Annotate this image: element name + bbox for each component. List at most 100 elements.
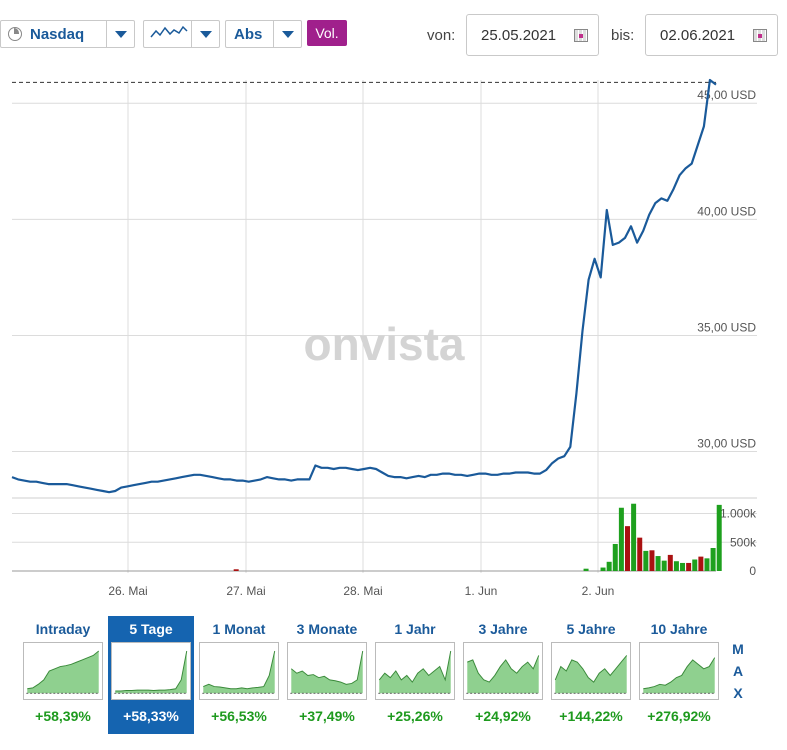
period-sparkline: [639, 642, 719, 700]
volume-tick-label: 500k: [730, 535, 757, 549]
to-date-value: 02.06.2021: [660, 26, 736, 44]
period-change-value: +25,26%: [387, 708, 443, 724]
clock-icon: [8, 27, 22, 41]
volume-bar: [643, 550, 649, 571]
sparkline-area: [555, 655, 627, 694]
scale-mode-dropdown[interactable]: Abs: [225, 20, 302, 48]
sparkline-area: [203, 651, 275, 694]
sparkline-area: [115, 651, 187, 694]
x-tick-label: 27. Mai: [226, 584, 265, 598]
volume-bar: [667, 554, 673, 571]
max-letter: M: [732, 641, 744, 657]
volume-bar: [612, 543, 618, 571]
period-label: 1 Monat: [212, 621, 266, 637]
to-date-field[interactable]: 02.06.2021: [645, 14, 778, 56]
volume-bar: [649, 550, 655, 571]
volume-bar: [600, 567, 606, 571]
volume-bar: [655, 556, 661, 571]
volume-bar: [661, 560, 667, 571]
period-tab-10-jahre[interactable]: 10 Jahre +276,92%: [636, 616, 722, 734]
x-tick-label: 26. Mai: [108, 584, 147, 598]
price-line: [11, 78, 717, 494]
volume-bar: [673, 561, 679, 571]
x-axis-labels: 26. Mai 27. Mai 28. Mai 1. Jun 2. Jun: [108, 584, 614, 598]
period-tab-3-jahre[interactable]: 3 Jahre +24,92%: [460, 616, 546, 734]
exchange-dropdown[interactable]: Nasdaq: [0, 20, 135, 48]
period-sparkline: [199, 642, 279, 700]
period-change-value: +37,49%: [299, 708, 355, 724]
price-chart[interactable]: onvista 30,00 USD 35,00 USD 40,00 USD 45,00…: [0, 70, 787, 605]
period-sparkline: [287, 642, 367, 700]
sparkline-line: [115, 650, 188, 692]
chevron-down-icon[interactable]: [191, 21, 219, 47]
x-tick-label: 1. Jun: [465, 584, 498, 598]
sparkline-line: [203, 650, 276, 690]
period-change-value: +276,92%: [647, 708, 711, 724]
volume-bar: [606, 561, 612, 571]
period-label: 10 Jahre: [650, 621, 708, 637]
period-sparkline: [375, 642, 455, 700]
from-label: von:: [427, 27, 456, 44]
volume-bar: [233, 569, 239, 571]
y-tick-label: 40,00 USD: [697, 204, 756, 218]
volume-tick-label: 0: [749, 564, 756, 578]
period-sparkline: [551, 642, 631, 700]
volume-axis-labels: 1.000k 500k 0: [720, 507, 757, 579]
sparkline-area: [379, 651, 451, 694]
y-tick-label: 45,00 USD: [697, 88, 756, 102]
volume-bar: [680, 562, 686, 571]
volume-bar: [625, 526, 631, 571]
y-tick-label: 35,00 USD: [697, 320, 756, 334]
to-label: bis:: [611, 27, 635, 44]
volume-bar: [710, 548, 716, 571]
period-change-value: +58,39%: [35, 708, 91, 724]
chevron-down-icon[interactable]: [106, 21, 134, 47]
volume-bar: [716, 504, 722, 571]
period-label: 3 Monate: [296, 621, 358, 637]
volume-bar: [704, 558, 710, 571]
period-label: 5 Tage: [129, 621, 173, 637]
sparkline-line: [290, 650, 364, 685]
volume-bar: [698, 556, 704, 571]
sparkline-line: [378, 650, 452, 683]
chart-toolbar: Nasdaq Abs Vol. von: 25.05.2021 bis: 02.…: [0, 14, 787, 58]
sparkline-area: [27, 651, 99, 694]
period-change-value: +56,53%: [211, 708, 267, 724]
sparkline-area: [291, 651, 363, 694]
x-tick-label: 28. Mai: [343, 584, 382, 598]
line-chart-icon: [144, 24, 191, 45]
period-tab-1-monat[interactable]: 1 Monat +56,53%: [196, 616, 282, 734]
volume-bar: [583, 568, 589, 571]
period-sparkline: [111, 642, 191, 700]
scale-mode-label: Abs: [234, 25, 263, 43]
period-label: 1 Jahr: [394, 621, 436, 637]
y-tick-label: 30,00 USD: [697, 437, 756, 451]
max-letter: A: [732, 663, 744, 679]
volume-toggle-button[interactable]: Vol.: [307, 20, 347, 46]
sparkline-area: [643, 657, 715, 694]
period-change-value: +144,22%: [559, 708, 623, 724]
volume-bar: [618, 507, 624, 571]
sparkline-line: [554, 655, 628, 683]
calendar-icon[interactable]: [753, 28, 767, 42]
period-tab-intraday[interactable]: Intraday +58,39%: [20, 616, 106, 734]
volume-bars: [233, 503, 722, 571]
from-date-field[interactable]: 25.05.2021: [466, 14, 599, 56]
period-tab-5-jahre[interactable]: 5 Jahre +144,22%: [548, 616, 634, 734]
period-change-value: +58,33%: [123, 708, 179, 724]
period-label: 5 Jahre: [566, 621, 616, 637]
period-tab-3-monate[interactable]: 3 Monate +37,49%: [284, 616, 370, 734]
period-tab-5-tage[interactable]: 5 Tage +58,33%: [108, 616, 194, 734]
period-change-value: +24,92%: [475, 708, 531, 724]
chart-type-dropdown[interactable]: [143, 20, 220, 48]
calendar-icon[interactable]: [574, 28, 588, 42]
y-axis-labels: 30,00 USD 35,00 USD 40,00 USD 45,00 USD: [697, 88, 756, 450]
volume-bar: [692, 559, 698, 571]
chevron-down-icon[interactable]: [273, 21, 301, 47]
x-tick-label: 2. Jun: [582, 584, 615, 598]
period-tab-1-jahr[interactable]: 1 Jahr +25,26%: [372, 616, 458, 734]
exchange-label: Nasdaq: [30, 25, 85, 43]
volume-bar: [631, 503, 637, 571]
max-letter: X: [733, 685, 743, 701]
